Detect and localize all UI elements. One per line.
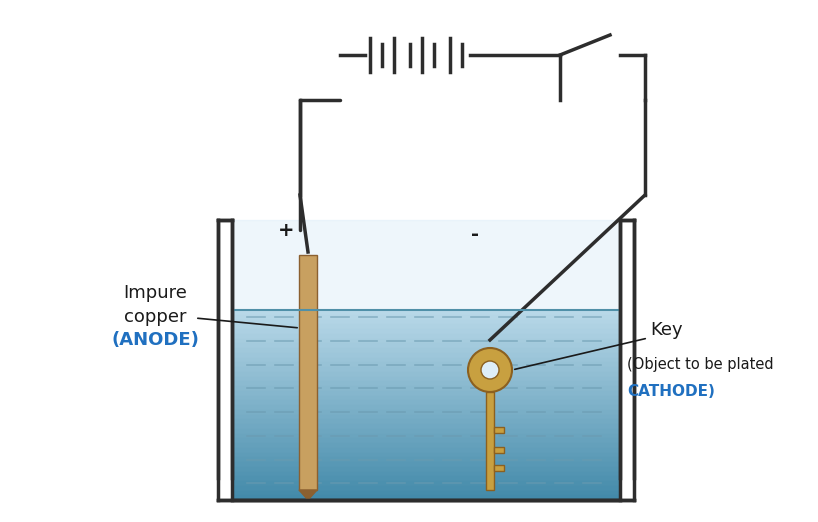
Text: (Object to be plated: (Object to be plated: [627, 358, 774, 373]
Bar: [232, 424, 620, 429]
Bar: [232, 443, 620, 448]
Bar: [232, 486, 620, 491]
Bar: [232, 220, 620, 310]
Bar: [232, 391, 620, 396]
Bar: [232, 386, 620, 391]
Bar: [232, 381, 620, 386]
Bar: [232, 471, 620, 476]
Bar: [232, 462, 620, 467]
Polygon shape: [299, 490, 317, 500]
Bar: [232, 491, 620, 495]
Bar: [232, 495, 620, 500]
Bar: [232, 448, 620, 453]
Bar: [232, 319, 620, 324]
Bar: [232, 343, 620, 348]
Bar: [232, 438, 620, 443]
Text: CATHODE): CATHODE): [627, 385, 715, 399]
Bar: [232, 419, 620, 424]
Bar: [232, 310, 620, 315]
Bar: [232, 481, 620, 486]
Text: -: -: [471, 226, 479, 244]
Text: +: +: [278, 220, 294, 240]
Circle shape: [481, 361, 499, 379]
Bar: [232, 457, 620, 462]
Bar: [232, 324, 620, 329]
Bar: [232, 476, 620, 481]
Text: Key: Key: [650, 321, 683, 339]
Bar: [494, 447, 504, 453]
Bar: [232, 429, 620, 433]
Bar: [232, 467, 620, 471]
Bar: [232, 329, 620, 334]
Bar: [232, 400, 620, 405]
Bar: [232, 353, 620, 358]
Bar: [232, 362, 620, 367]
Bar: [232, 414, 620, 419]
Bar: [232, 396, 620, 400]
Text: (ANODE): (ANODE): [111, 331, 199, 349]
Bar: [232, 367, 620, 372]
Bar: [232, 453, 620, 457]
Bar: [232, 405, 620, 410]
Bar: [494, 427, 504, 433]
Bar: [232, 315, 620, 319]
Bar: [494, 465, 504, 471]
Bar: [232, 348, 620, 353]
Bar: [232, 372, 620, 376]
Bar: [232, 338, 620, 343]
Bar: [232, 334, 620, 338]
Bar: [232, 376, 620, 381]
Bar: [299, 255, 317, 490]
Bar: [486, 392, 494, 490]
Text: Impure
copper: Impure copper: [123, 284, 187, 326]
Circle shape: [468, 348, 512, 392]
Bar: [232, 433, 620, 438]
Bar: [232, 358, 620, 362]
Bar: [232, 410, 620, 414]
